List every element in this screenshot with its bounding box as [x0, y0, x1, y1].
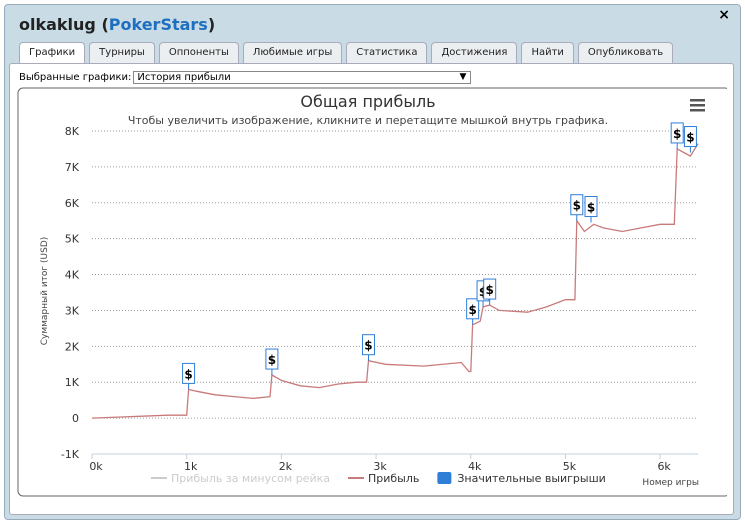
y-tick-label: 3K: [65, 304, 80, 317]
flag-box: [570, 194, 584, 216]
legend-item[interactable]: Прибыль: [347, 472, 419, 485]
title-suffix: ): [207, 15, 216, 34]
flag-label: $: [364, 339, 372, 353]
selector-label: Выбранные графики:: [19, 72, 132, 83]
user: olkaklug (: [19, 15, 109, 34]
tab[interactable]: Оппоненты: [158, 42, 239, 64]
flag-box: [361, 334, 375, 356]
window-title: olkaklug (PokerStars): [19, 15, 215, 34]
selector-value: История прибыли: [137, 72, 231, 83]
flag-label: $: [479, 285, 487, 299]
profit-line: [91, 143, 699, 419]
selector-row: Выбранные графики: История прибыли ▼: [19, 71, 472, 84]
chart-frame: [17, 87, 727, 497]
selector-arrow: ▼: [459, 72, 467, 82]
flag-box: [584, 196, 598, 218]
tabs: Графики Турниры Оппоненты Любимые игры Стати…: [19, 42, 674, 64]
flag: $: [584, 196, 598, 223]
legend-item[interactable]: Прибыль за минусом рейка: [151, 472, 330, 485]
flag-label: $: [468, 303, 476, 317]
flag: $: [182, 362, 196, 390]
chart-subtitle: Чтобы увеличить изображение, кликните и …: [128, 114, 608, 127]
chart-title: Общая прибыль: [300, 92, 435, 111]
flag-box: [483, 278, 497, 300]
x-axis-title: Номер игры: [642, 478, 699, 488]
flag: $: [670, 122, 684, 149]
menu-button[interactable]: [690, 99, 705, 112]
flag: $: [570, 194, 584, 221]
y-axis-title: Суммарный итог (USD): [40, 237, 50, 346]
flag: $: [361, 334, 375, 361]
flag-box: [265, 348, 279, 370]
flag-box: [683, 126, 697, 148]
tab[interactable]: Любимые игры: [242, 42, 343, 64]
y-tick-label: 8K: [65, 125, 80, 138]
flag: $: [483, 278, 497, 306]
tab[interactable]: Турниры: [89, 42, 155, 64]
x-tick-label: 3k: [373, 460, 387, 473]
legend-swatch: [437, 472, 452, 484]
legend-item[interactable]: Значительные выигрыши: [437, 472, 606, 485]
y-tick-label: 2K: [65, 340, 80, 353]
y-tick-label: 6K: [65, 197, 80, 210]
flag-label: $: [673, 127, 681, 141]
flag-label: $: [587, 201, 595, 215]
flag-label: $: [184, 367, 192, 381]
tab[interactable]: Статистика: [346, 42, 428, 64]
tab[interactable]: Опубликовать: [577, 42, 674, 64]
x-tick-label: 2k: [279, 460, 293, 473]
flag-box: [182, 362, 196, 384]
close-button[interactable]: ×: [718, 7, 730, 23]
flag-label: $: [686, 131, 694, 145]
y-tick-label: 1K: [65, 376, 80, 389]
legend-label: Прибыль: [368, 472, 419, 485]
flag: $: [466, 298, 480, 325]
flag-label: $: [573, 199, 581, 213]
x-tick-label: 1k: [184, 460, 198, 473]
flag: $: [265, 348, 279, 376]
y-tick-label: 0: [72, 412, 79, 425]
legend-label: Прибыль за минусом рейка: [171, 472, 330, 485]
selector[interactable]: История прибыли ▼: [133, 71, 472, 84]
flag-box: [466, 298, 480, 320]
flag-label: $: [268, 353, 276, 367]
legend-label: Значительные выигрыши: [457, 472, 605, 485]
y-tick-label: 4K: [65, 269, 80, 282]
flag-box: [670, 122, 684, 144]
y-tick-label: 7K: [65, 161, 80, 174]
chart: Общая прибыль Чтобы увеличить изображени…: [17, 87, 727, 497]
x-tick-label: 0k: [89, 460, 103, 473]
y-tick-label: -1K: [61, 448, 80, 461]
site-link[interactable]: PokerStars: [108, 15, 208, 34]
flag-label: $: [486, 283, 494, 297]
x-tick-label: 5k: [563, 460, 577, 473]
flag: $: [683, 126, 697, 153]
x-tick-label: 4k: [468, 460, 482, 473]
tab[interactable]: Достижения: [431, 42, 518, 64]
tab[interactable]: Найти: [521, 42, 574, 64]
tab[interactable]: Графики: [19, 42, 86, 64]
y-tick-label: 5K: [65, 233, 80, 246]
x-tick-label: 6k: [657, 460, 671, 473]
